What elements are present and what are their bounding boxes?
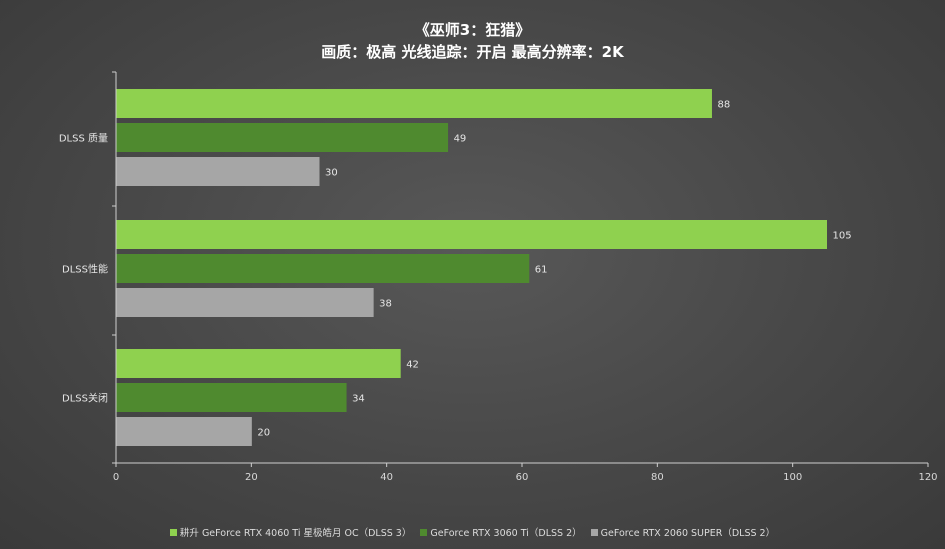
category-label: DLSS关闭 bbox=[62, 392, 108, 405]
legend-label: 耕升 GeForce RTX 4060 Ti 星极皓月 OC（DLSS 3） bbox=[179, 528, 412, 539]
bar-value-label: 42 bbox=[406, 360, 419, 371]
chart-title: 《巫师3：狂猎》 bbox=[414, 21, 531, 39]
legend-swatch bbox=[169, 529, 177, 536]
legend-item-series-3: GeForce RTX 2060 SUPER（DLSS 2） bbox=[590, 525, 776, 539]
bar bbox=[116, 349, 401, 378]
legend-swatch bbox=[420, 529, 428, 536]
bar bbox=[116, 220, 827, 249]
x-tick-label: 0 bbox=[113, 472, 119, 483]
bar-value-label: 105 bbox=[833, 231, 852, 242]
legend: 耕升 GeForce RTX 4060 Ti 星极皓月 OC（DLSS 3） G… bbox=[0, 525, 945, 539]
bar bbox=[116, 89, 712, 118]
bar-value-label: 38 bbox=[379, 299, 392, 310]
category-label: DLSS性能 bbox=[62, 263, 108, 276]
bar-value-label: 34 bbox=[352, 394, 365, 405]
legend-item-series-1: 耕升 GeForce RTX 4060 Ti 星极皓月 OC（DLSS 3） bbox=[169, 525, 412, 539]
bar-value-label: 30 bbox=[325, 168, 338, 179]
x-tick-label: 80 bbox=[651, 472, 664, 483]
x-tick-label: 120 bbox=[918, 472, 937, 483]
bar bbox=[116, 288, 374, 317]
bar-value-label: 88 bbox=[717, 100, 730, 111]
bar bbox=[116, 254, 530, 283]
x-tick-label: 20 bbox=[245, 472, 258, 483]
bar bbox=[116, 157, 320, 186]
bar bbox=[116, 383, 347, 412]
legend-item-series-2: GeForce RTX 3060 Ti（DLSS 2） bbox=[420, 525, 582, 539]
chart-subtitle: 画质：极高 光线追踪：开启 最高分辨率：2K bbox=[321, 43, 624, 61]
legend-label: GeForce RTX 2060 SUPER（DLSS 2） bbox=[600, 528, 776, 539]
bar-value-label: 61 bbox=[535, 265, 548, 276]
bar bbox=[116, 417, 252, 446]
x-tick-label: 100 bbox=[783, 472, 802, 483]
bar bbox=[116, 123, 449, 152]
bar-value-label: 49 bbox=[454, 134, 467, 145]
legend-swatch bbox=[590, 529, 598, 536]
legend-label: GeForce RTX 3060 Ti（DLSS 2） bbox=[430, 528, 582, 539]
bar-value-label: 20 bbox=[257, 428, 270, 439]
x-tick-label: 60 bbox=[516, 472, 529, 483]
x-tick-label: 40 bbox=[380, 472, 393, 483]
category-label: DLSS 质量 bbox=[59, 133, 108, 145]
